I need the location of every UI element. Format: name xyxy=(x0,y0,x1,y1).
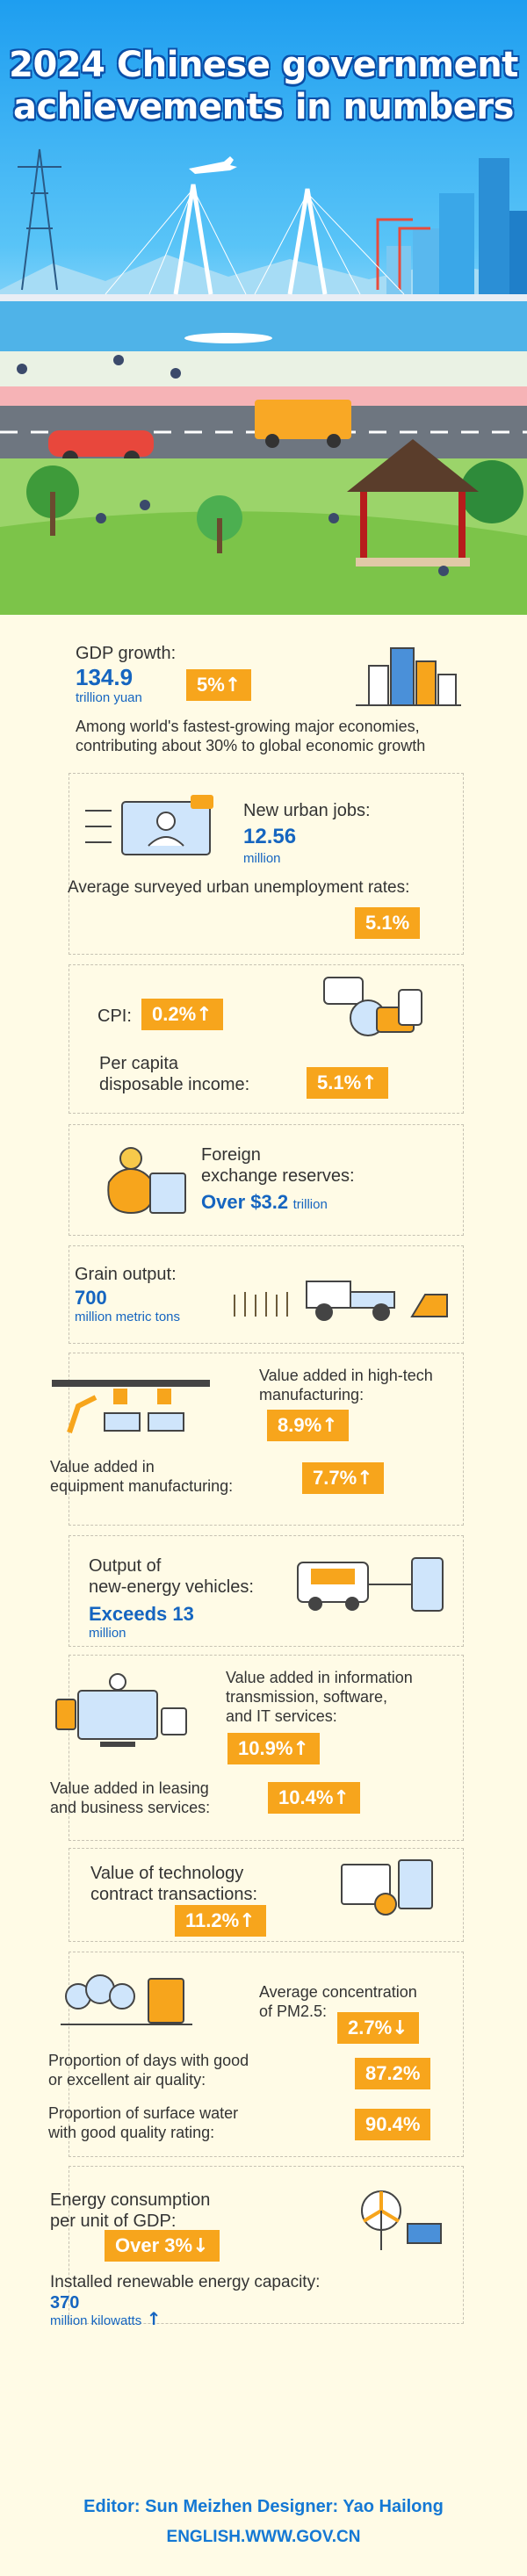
gdp-rate-badge: 5%↑ xyxy=(186,669,252,701)
air-quality-label: Proportion of days with good or excellent… xyxy=(48,2052,249,2089)
gdp-unit: trillion yuan xyxy=(76,690,142,705)
people xyxy=(17,355,449,576)
income-badge: 5.1%↑ xyxy=(307,1067,388,1099)
nev-value: Exceeds 13 xyxy=(89,1603,194,1625)
city-scene-illustration xyxy=(0,148,527,615)
pm25-badge: 2.7%↓ xyxy=(337,2012,419,2044)
nev-label: Output of new-energy vehicles: xyxy=(89,1556,254,1597)
pavilion xyxy=(347,439,479,566)
gdp-label: GDP growth: xyxy=(76,644,177,663)
jobs-card: New urban jobs: 12.56 million Average su… xyxy=(68,773,464,955)
hightech-label: Value added in high-tech manufacturing: xyxy=(259,1367,433,1403)
power-pylon xyxy=(18,148,61,291)
trees xyxy=(26,460,523,553)
jobs-value: 12.56 xyxy=(243,825,297,848)
gdp-note: Among world's fastest-growing major econ… xyxy=(76,718,426,754)
environment-card: Average concentration of PM2.5: 2.7%↓ Pro… xyxy=(48,1952,464,2157)
pm25-label: Average concentration of PM2.5: xyxy=(259,1983,417,2020)
equipment-label: Value added in equipment manufacturing: xyxy=(50,1458,234,1495)
robot-arm-icon xyxy=(52,1380,210,1433)
hightech-card: Value added in high-tech manufacturing: 8… xyxy=(50,1353,464,1526)
river xyxy=(0,301,527,354)
leasing-badge: 10.4%↑ xyxy=(268,1782,360,1814)
it-label: Value added in information transmission, … xyxy=(226,1669,413,1725)
renewable-unit: million kilowatts xyxy=(50,2313,142,2328)
grain-label: Grain output: xyxy=(75,1265,177,1284)
renewable-unit-row: million kilowatts ↑ xyxy=(50,2308,162,2329)
cable-bridge xyxy=(0,184,527,301)
unemployment-badge: 5.1% xyxy=(355,907,421,939)
water-quality-badge: 90.4% xyxy=(355,2109,431,2140)
airplane xyxy=(189,156,237,174)
jobs-label: New urban jobs: xyxy=(243,801,371,820)
equipment-badge: 7.7%↑ xyxy=(302,1462,384,1494)
money-bag-icon xyxy=(107,1147,186,1215)
city-building-icon xyxy=(356,647,461,706)
job-seeker-icon xyxy=(85,795,213,855)
hero-illustration: 2024 Chinese government achievements in … xyxy=(0,0,527,615)
title-line-1: 2024 Chinese government xyxy=(9,45,518,85)
renewable-arrow: ↑ xyxy=(146,2308,162,2329)
wind-solar-icon xyxy=(361,2190,442,2250)
air-quality-badge: 87.2% xyxy=(355,2058,431,2089)
page-title: 2024 Chinese government achievements in … xyxy=(0,44,527,128)
bike-lane xyxy=(0,386,527,406)
electric-car-icon xyxy=(297,1557,444,1612)
nev-unit: million xyxy=(89,1626,126,1641)
credits: Editor: Sun Meizhen Designer: Yao Hailon… xyxy=(83,2497,444,2516)
forex-card: Foreign exchange reserves: Over $3.2 tril… xyxy=(69,1124,464,1236)
gdp-value: 134.9 xyxy=(76,664,134,690)
leasing-label: Value added in leasing and business servi… xyxy=(50,1779,211,1816)
grain-card: Grain output: 700 million metric tons xyxy=(69,1245,464,1344)
unemployment-label: Average surveyed urban unemployment rate… xyxy=(68,878,410,897)
yellow-truck xyxy=(255,400,351,448)
title-line-2: achievements in numbers xyxy=(13,87,514,127)
renewable-value: 370 xyxy=(50,2293,80,2313)
cpi-badge: 0.2%↑ xyxy=(141,999,223,1030)
jobs-unit: million xyxy=(243,851,281,866)
energy-badge: Over 3%↓ xyxy=(105,2230,220,2262)
ecology-icon xyxy=(61,1974,192,2025)
renewable-label: Installed renewable energy capacity: xyxy=(50,2273,321,2291)
shopping-icon xyxy=(323,977,422,1036)
forex-value: Over $3.2 xyxy=(201,1191,289,1213)
forex-value-row: Over $3.2 trillion xyxy=(201,1192,328,1216)
it-badge: 10.9%↑ xyxy=(227,1733,320,1764)
cpi-label: CPI: xyxy=(97,1007,132,1026)
tech-badge: 11.2%↑ xyxy=(175,1905,266,1937)
forex-label: Foreign exchange reserves: xyxy=(201,1145,355,1186)
site-link[interactable]: ENGLISH.WWW.GOV.CN xyxy=(166,2528,361,2546)
computer-icon xyxy=(55,1673,187,1747)
grain-unit: million metric tons xyxy=(75,1310,181,1324)
energy-card: Energy consumption per unit of GDP: Over … xyxy=(50,2166,464,2328)
harvester-icon xyxy=(234,1281,448,1321)
grain-value: 700 xyxy=(75,1287,107,1309)
ship xyxy=(184,333,272,343)
cpi-card: CPI: 0.2%↑ Per capita disposable income: … xyxy=(69,964,464,1114)
contract-document-icon xyxy=(341,1859,433,1916)
forex-unit: trillion xyxy=(292,1197,328,1212)
water-quality-label: Proportion of surface water with good qua… xyxy=(48,2104,239,2141)
tech-card: Value of technology contract transactions… xyxy=(69,1848,464,1942)
nev-card: Output of new-energy vehicles: Exceeds 13… xyxy=(69,1535,464,1647)
tech-label: Value of technology contract transactions… xyxy=(90,1864,258,1904)
income-label: Per capita disposable income: xyxy=(99,1054,250,1094)
energy-label: Energy consumption per unit of GDP: xyxy=(50,2190,211,2231)
it-card: Value added in information transmission, … xyxy=(50,1655,464,1841)
hightech-badge: 8.9%↑ xyxy=(267,1410,349,1441)
